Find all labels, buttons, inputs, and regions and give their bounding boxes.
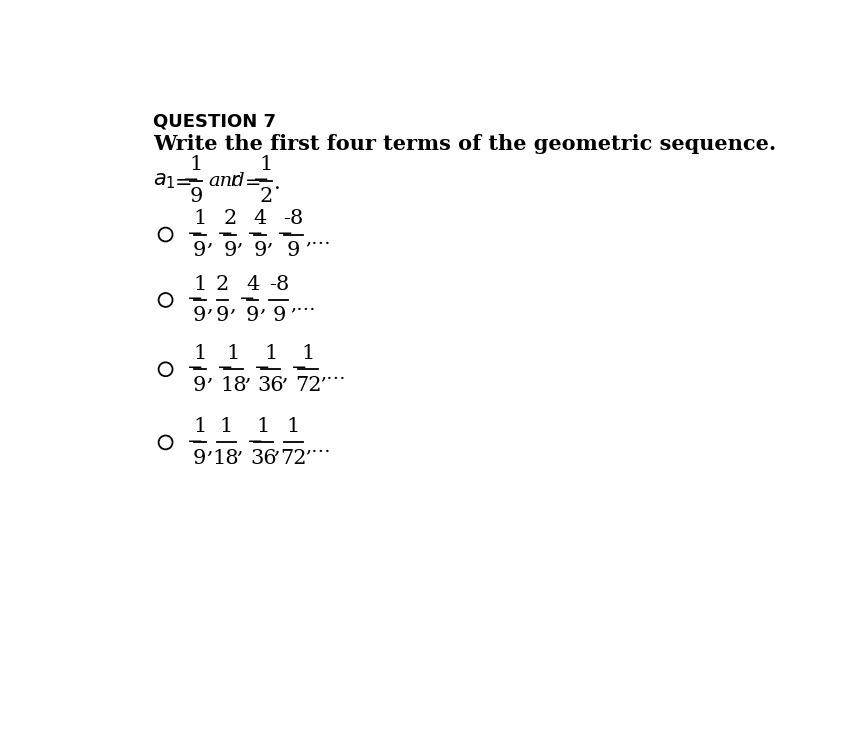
Text: 1: 1 [193, 275, 207, 294]
Text: ,: , [236, 438, 243, 457]
Text: ,…: ,… [305, 230, 331, 248]
Text: 2: 2 [216, 275, 229, 294]
Text: 2: 2 [260, 187, 273, 206]
Text: ,: , [207, 438, 213, 457]
Text: 9: 9 [287, 241, 300, 260]
Text: 9: 9 [216, 307, 230, 325]
Text: −: − [254, 360, 270, 378]
Text: 9: 9 [193, 449, 207, 468]
Text: ,…: ,… [320, 364, 346, 382]
Text: ,: , [236, 230, 243, 249]
Text: 1: 1 [220, 417, 233, 436]
Text: 1: 1 [193, 209, 207, 228]
Text: ,: , [259, 295, 266, 315]
Text: 2: 2 [223, 209, 236, 228]
Text: 9: 9 [246, 307, 259, 325]
Text: −: − [217, 224, 233, 243]
Text: 18: 18 [213, 449, 240, 468]
Text: -8: -8 [283, 209, 304, 228]
Text: 1: 1 [301, 344, 315, 363]
Text: 9: 9 [272, 307, 286, 325]
Text: QUESTION 7: QUESTION 7 [153, 113, 276, 131]
Text: 9: 9 [223, 241, 236, 260]
Text: ,…: ,… [291, 295, 316, 313]
Text: 1: 1 [260, 156, 273, 174]
Text: −: − [240, 290, 256, 308]
Text: −: − [277, 224, 293, 243]
Text: −: − [182, 171, 199, 188]
Text: ,: , [273, 438, 280, 457]
Text: $a_1$: $a_1$ [153, 171, 176, 191]
Text: 1: 1 [189, 156, 203, 174]
Text: 1: 1 [227, 344, 241, 363]
Text: $=$: $=$ [241, 171, 261, 190]
Text: Write the first four terms of the geometric sequence.: Write the first four terms of the geomet… [153, 135, 776, 154]
Text: −: − [253, 171, 269, 188]
Text: 9: 9 [193, 375, 207, 395]
Text: 9: 9 [193, 241, 207, 260]
Text: 9: 9 [253, 241, 267, 260]
Text: −: − [246, 224, 263, 243]
Text: ,: , [230, 295, 235, 315]
Text: 1: 1 [193, 417, 207, 436]
Text: −: − [187, 224, 203, 243]
Text: -8: -8 [269, 275, 289, 294]
Text: 18: 18 [220, 375, 246, 395]
Text: ,: , [281, 365, 288, 384]
Text: −: − [246, 432, 263, 450]
Text: −: − [217, 360, 233, 378]
Text: 9: 9 [193, 307, 207, 325]
Text: $r$: $r$ [230, 171, 241, 190]
Text: 4: 4 [246, 275, 259, 294]
Text: ,: , [244, 365, 251, 384]
Text: 4: 4 [253, 209, 267, 228]
Text: ,: , [207, 230, 213, 249]
Text: and: and [208, 171, 245, 190]
Text: 36: 36 [250, 449, 277, 468]
Text: 1: 1 [264, 344, 278, 363]
Text: .: . [274, 174, 281, 193]
Text: ,…: ,… [305, 438, 331, 456]
Text: 1: 1 [287, 417, 300, 436]
Text: ,: , [207, 295, 213, 315]
Text: ,: , [207, 365, 213, 384]
Text: −: − [187, 432, 203, 450]
Text: $=$: $=$ [170, 171, 192, 191]
Text: 1: 1 [257, 417, 270, 436]
Text: 72: 72 [280, 449, 307, 468]
Text: 1: 1 [193, 344, 207, 363]
Text: −: − [187, 290, 203, 308]
Text: −: − [291, 360, 308, 378]
Text: −: − [187, 360, 203, 378]
Text: ,: , [267, 230, 273, 249]
Text: 9: 9 [189, 187, 203, 206]
Text: 72: 72 [294, 375, 321, 395]
Text: 36: 36 [257, 375, 284, 395]
